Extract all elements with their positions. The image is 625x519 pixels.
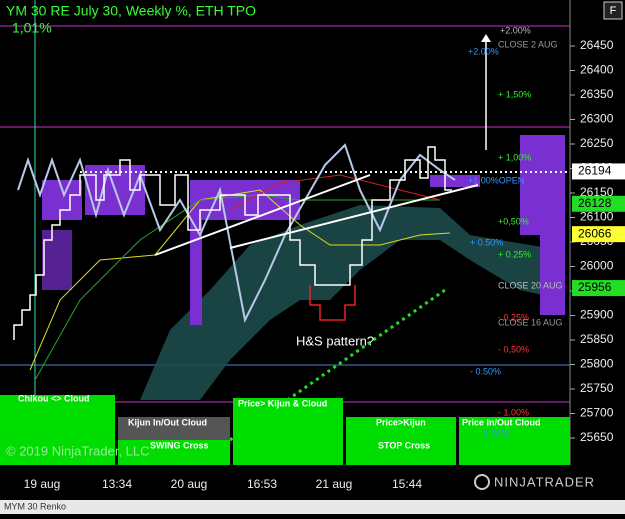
price-tag-label: 26128 xyxy=(578,196,612,210)
price-tag-label: 26194 xyxy=(578,164,612,178)
renko-bricks xyxy=(13,146,452,340)
level-label: - 1.00% xyxy=(498,407,529,417)
y-tick-label: 25900 xyxy=(580,308,614,322)
price-tag xyxy=(572,226,625,243)
signal-label: SWING Cross xyxy=(150,440,209,450)
ichimoku-cloud xyxy=(140,205,565,400)
y-tick-label: 25850 xyxy=(580,332,614,346)
logo-icon xyxy=(474,474,490,490)
signal-label: Price> Kijun & Cloud xyxy=(238,398,327,408)
instrument-tab[interactable]: MYM 30 Renko xyxy=(4,501,66,511)
level-label: +1.00%OPEN xyxy=(468,175,524,185)
y-tick-label: 25800 xyxy=(580,357,614,371)
y-tick-label: 26100 xyxy=(580,210,614,224)
price-tag-label: 25956 xyxy=(578,280,612,294)
level-label: - 1.00% xyxy=(478,428,509,438)
price-tag-label: 26066 xyxy=(578,226,612,240)
x-tick-label: 19 aug xyxy=(24,477,61,491)
price-tag xyxy=(572,280,625,297)
level-label: - 0,50% xyxy=(498,344,529,354)
signal-label: Chikou <> Cloud xyxy=(18,393,90,403)
signal-label: STOP Cross xyxy=(378,440,430,450)
y-tick-label: 26150 xyxy=(580,185,614,199)
x-tick-label: 20 aug xyxy=(171,477,208,491)
annotation: H&S pattern? xyxy=(296,333,374,348)
level-label: - 0.50% xyxy=(470,366,501,376)
x-tick-label: 15:44 xyxy=(392,477,422,491)
level-label: CLOSE 2 AUG xyxy=(498,39,558,49)
logo: NINJATRADER xyxy=(494,474,595,489)
chart-title: YM 30 RE July 30, Weekly %, ETH TPO xyxy=(6,3,256,19)
trend-line xyxy=(229,184,479,249)
y-tick-label: 26300 xyxy=(580,112,614,126)
level-label: + 1,00% xyxy=(498,152,531,162)
y-tick-label: 25650 xyxy=(580,430,614,444)
signal-label: Kijun In/Out Cloud xyxy=(128,417,207,427)
chikou-line xyxy=(17,143,456,324)
level-label: +0,50% xyxy=(498,216,529,226)
level-label: + 0.25% xyxy=(498,249,531,259)
y-tick-label: 26450 xyxy=(580,38,614,52)
renko-bricks-down xyxy=(309,285,356,321)
signal-label: Price>Kijun xyxy=(376,417,426,427)
level-label: +2.00% xyxy=(468,46,499,56)
kijun-line xyxy=(29,189,451,371)
ma-line xyxy=(229,174,441,211)
y-tick-label: 26350 xyxy=(580,87,614,101)
target-arrow-head xyxy=(481,34,491,42)
x-tick-label: 21 aug xyxy=(316,477,353,491)
price-tag xyxy=(572,195,625,212)
signal-label: Price In/Out Cloud xyxy=(462,417,541,427)
level-label: + 0.50% xyxy=(470,237,503,247)
price-tag xyxy=(572,163,625,180)
footer xyxy=(0,500,625,514)
level-label: +2.00% xyxy=(500,25,531,35)
y-tick-label: 26400 xyxy=(580,63,614,77)
signal-panels xyxy=(0,395,570,465)
y-tick-label: 25750 xyxy=(580,381,614,395)
trend-line xyxy=(154,174,371,256)
x-tick-label: 13:34 xyxy=(102,477,132,491)
copyright: © 2019 NinjaTrader, LLC xyxy=(6,443,150,458)
y-tick-label: 26000 xyxy=(580,259,614,273)
time-axis xyxy=(0,465,625,500)
x-tick-label: 16:53 xyxy=(247,477,277,491)
y-tick-label: 26250 xyxy=(580,136,614,150)
tenkan-line xyxy=(34,194,440,381)
y-tick-label: 25700 xyxy=(580,406,614,420)
level-label: + 1,50% xyxy=(498,89,531,99)
level-label: CLOSE 16 AUG xyxy=(498,317,563,327)
menu-button[interactable] xyxy=(603,1,623,20)
level-label: - 0.25% xyxy=(498,312,529,322)
change-label: 1,01% xyxy=(12,20,52,36)
level-label: CLOSE 20 AUG xyxy=(498,280,563,290)
menu-button-label[interactable]: F xyxy=(610,5,617,17)
